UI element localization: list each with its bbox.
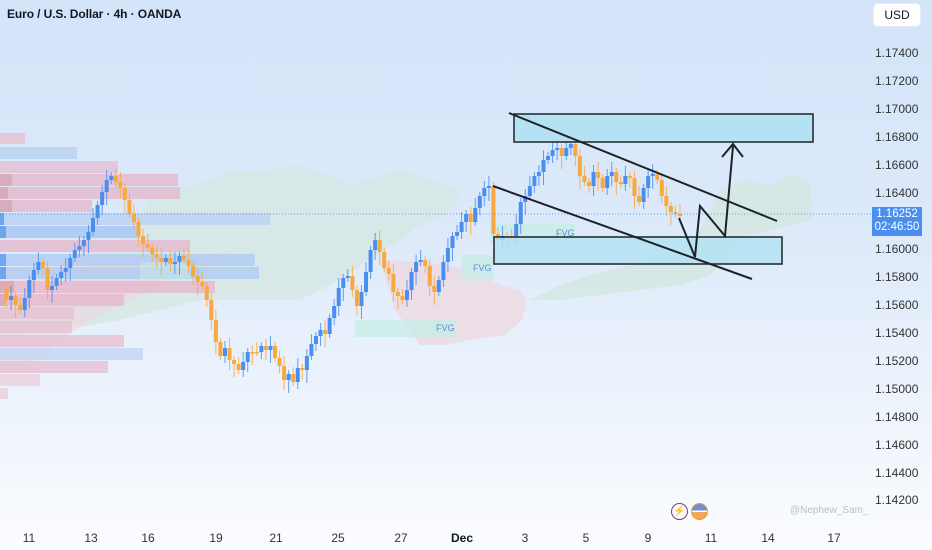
- price-tick-label: 1.15800: [875, 270, 919, 284]
- us-flag-icon[interactable]: [691, 503, 708, 520]
- time-tick-label: 11: [704, 531, 718, 545]
- price-tick-label: 1.16000: [875, 242, 919, 256]
- time-tick-label: 3: [521, 531, 529, 545]
- last-price-badge: 1.16252 02:46:50: [872, 207, 922, 236]
- chart-title: Euro / U.S. Dollar · 4h · OANDA: [7, 7, 182, 21]
- channel-lower-line: [492, 185, 753, 280]
- projection-arrowhead: [721, 142, 744, 158]
- candlesticks: [4, 134, 682, 393]
- time-tick-label: 9: [644, 531, 652, 545]
- price-tick-label: 1.15600: [875, 298, 919, 312]
- fvg-zone-3: [355, 320, 455, 337]
- channel-upper-line: [508, 112, 778, 222]
- time-tick-label: 17: [827, 531, 841, 545]
- fvg-zone-4: [140, 262, 190, 280]
- time-tick-label: 13: [84, 531, 98, 545]
- fvg-label: FVG: [473, 263, 492, 273]
- price-tick-label: 1.15200: [875, 354, 919, 368]
- currency-selector[interactable]: USD: [874, 4, 920, 26]
- time-tick-label: 14: [761, 531, 775, 545]
- price-tick-label: 1.16400: [875, 186, 919, 200]
- projection-path: [678, 145, 734, 258]
- time-tick-label: 21: [269, 531, 283, 545]
- bar-countdown: 02:46:50: [874, 221, 920, 233]
- price-tick-label: 1.17000: [875, 102, 919, 116]
- time-tick-label: 19: [209, 531, 223, 545]
- author-watermark: @Nephew_Sam_: [790, 505, 869, 516]
- price-tick-label: 1.17400: [875, 46, 919, 60]
- price-tick-label: 1.17200: [875, 74, 919, 88]
- lightning-icon[interactable]: ⚡: [671, 503, 688, 520]
- time-tick-label: 11: [22, 531, 36, 545]
- supply-zone: [513, 113, 814, 143]
- time-tick-label: 25: [331, 531, 345, 545]
- price-tick-label: 1.16600: [875, 158, 919, 172]
- time-tick-label: Dec: [450, 531, 474, 545]
- price-tick-label: 1.15000: [875, 382, 919, 396]
- fvg-label: FVG: [436, 323, 455, 333]
- fvg-label: FVG: [556, 228, 575, 238]
- price-tick-label: 1.14200: [875, 493, 919, 507]
- time-tick-label: 27: [394, 531, 408, 545]
- price-tick-label: 1.14800: [875, 410, 919, 424]
- demand-zone: [493, 236, 783, 265]
- price-tick-label: 1.16800: [875, 130, 919, 144]
- time-tick-label: 16: [141, 531, 155, 545]
- time-tick-label: 5: [582, 531, 590, 545]
- price-tick-label: 1.14600: [875, 438, 919, 452]
- last-price-value: 1.16252: [876, 208, 918, 220]
- fvg-zone-2: [462, 255, 494, 280]
- price-tick-label: 1.15400: [875, 326, 919, 340]
- price-tick-label: 1.14400: [875, 466, 919, 480]
